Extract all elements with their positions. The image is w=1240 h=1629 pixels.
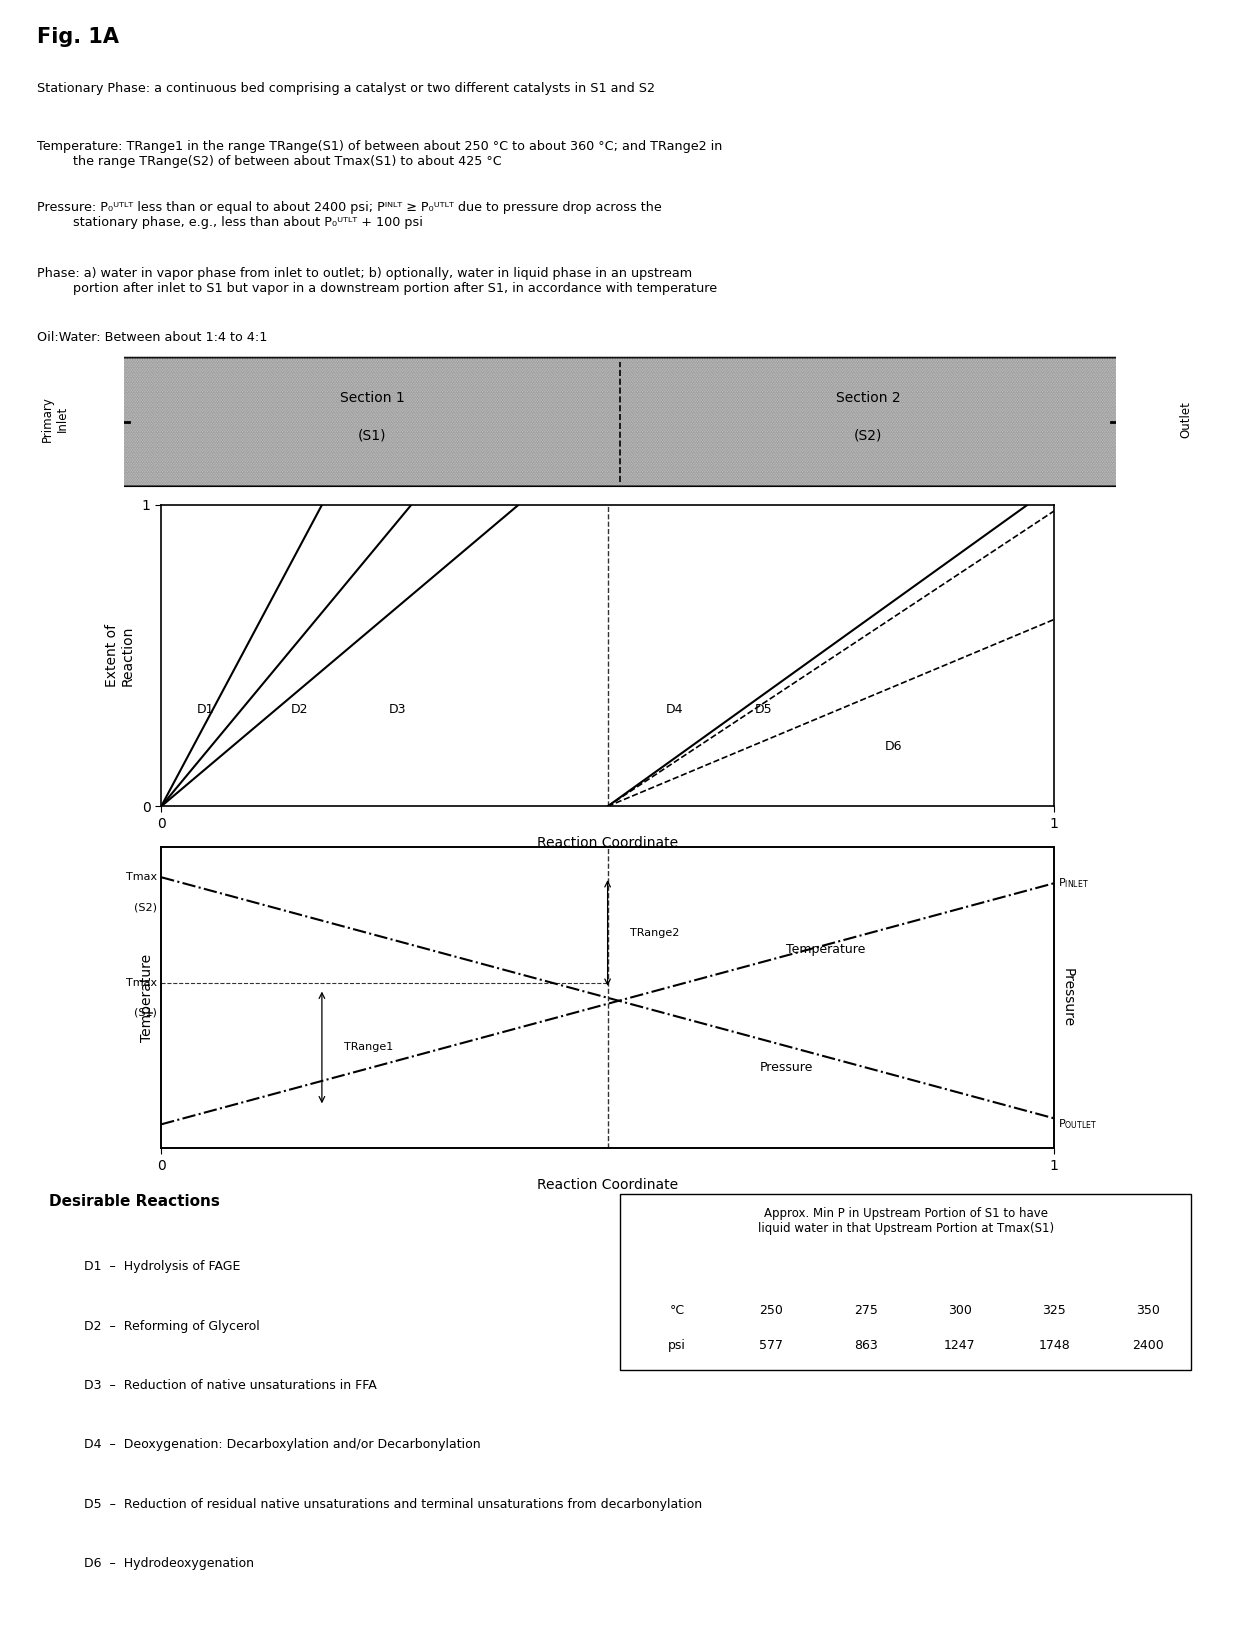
Text: D6: D6	[884, 740, 901, 753]
Text: Stationary Phase: a continuous bed comprising a catalyst or two different cataly: Stationary Phase: a continuous bed compr…	[37, 81, 655, 94]
Text: TRange1: TRange1	[345, 1043, 393, 1052]
Y-axis label: Temperature: Temperature	[140, 953, 154, 1043]
Text: Approx. Min P in Upstream Portion of S1 to have
liquid water in that Upstream Po: Approx. Min P in Upstream Portion of S1 …	[758, 1207, 1054, 1235]
Text: 325: 325	[1042, 1305, 1066, 1318]
Text: Pressure: P₀ᵁᵀᴸᵀ less than or equal to about 2400 psi; Pᴵᴺᴸᵀ ≥ P₀ᵁᵀᴸᵀ due to pre: Pressure: P₀ᵁᵀᴸᵀ less than or equal to a…	[37, 200, 662, 228]
X-axis label: Reaction Coordinate: Reaction Coordinate	[537, 836, 678, 850]
Text: Pressure: Pressure	[759, 1060, 812, 1074]
Text: psi: psi	[668, 1339, 686, 1352]
Text: Phase: a) water in vapor phase from inlet to outlet; b) optionally, water in liq: Phase: a) water in vapor phase from inle…	[37, 267, 717, 295]
Text: Tmax: Tmax	[125, 872, 156, 883]
Text: Fig. 1A: Fig. 1A	[37, 28, 119, 47]
Text: D1: D1	[197, 704, 215, 717]
Y-axis label: Pressure: Pressure	[1061, 968, 1075, 1028]
Text: °C: °C	[670, 1305, 684, 1318]
Text: TRange2: TRange2	[630, 929, 680, 938]
Text: (S1): (S1)	[134, 1008, 156, 1018]
Text: D3: D3	[389, 704, 407, 717]
FancyBboxPatch shape	[620, 1194, 1192, 1370]
FancyBboxPatch shape	[94, 358, 1146, 485]
Text: Primary
Inlet: Primary Inlet	[41, 396, 68, 441]
Text: P$_{\mathregular{OUTLET}}$: P$_{\mathregular{OUTLET}}$	[1059, 1117, 1097, 1131]
Text: Desirable Reactions: Desirable Reactions	[48, 1194, 219, 1209]
Text: Section 2: Section 2	[836, 391, 900, 406]
Text: D5: D5	[755, 704, 773, 717]
Text: 1748: 1748	[1038, 1339, 1070, 1352]
Text: Tmax: Tmax	[125, 977, 156, 987]
Text: D1  –  Hydrolysis of FAGE: D1 – Hydrolysis of FAGE	[84, 1261, 241, 1274]
Text: 250: 250	[759, 1305, 784, 1318]
Text: D5  –  Reduction of residual native unsaturations and terminal unsaturations fro: D5 – Reduction of residual native unsatu…	[84, 1497, 702, 1510]
Text: (S1): (S1)	[358, 428, 386, 441]
Text: Oil:Water: Between about 1:4 to 4:1: Oil:Water: Between about 1:4 to 4:1	[37, 331, 268, 344]
Text: 275: 275	[853, 1305, 878, 1318]
X-axis label: Reaction Coordinate: Reaction Coordinate	[537, 1178, 678, 1192]
Text: Section 1: Section 1	[340, 391, 404, 406]
Text: 577: 577	[759, 1339, 784, 1352]
Text: (S2): (S2)	[134, 902, 156, 912]
Text: 300: 300	[947, 1305, 972, 1318]
Text: D4  –  Deoxygenation: Decarboxylation and/or Decarbonylation: D4 – Deoxygenation: Decarboxylation and/…	[84, 1438, 480, 1451]
Y-axis label: Extent of
Reaction: Extent of Reaction	[104, 624, 135, 687]
Text: 1247: 1247	[944, 1339, 976, 1352]
Text: 350: 350	[1136, 1305, 1161, 1318]
Text: D2: D2	[291, 704, 309, 717]
Text: Temperature: Temperature	[786, 943, 866, 956]
Text: D6  –  Hydrodeoxygenation: D6 – Hydrodeoxygenation	[84, 1557, 254, 1570]
Text: (S2): (S2)	[854, 428, 882, 441]
Text: D3  –  Reduction of native unsaturations in FFA: D3 – Reduction of native unsaturations i…	[84, 1378, 377, 1391]
Text: 863: 863	[853, 1339, 878, 1352]
Text: Temperature: TRange1 in the range TRange(S1) of between about 250 °C to about 36: Temperature: TRange1 in the range TRange…	[37, 140, 723, 168]
Text: Outlet: Outlet	[1179, 401, 1192, 438]
Text: D4: D4	[666, 704, 683, 717]
Text: D2  –  Reforming of Glycerol: D2 – Reforming of Glycerol	[84, 1319, 259, 1333]
Text: P$_{\mathregular{INLET}}$: P$_{\mathregular{INLET}}$	[1059, 876, 1090, 889]
Text: 2400: 2400	[1132, 1339, 1164, 1352]
